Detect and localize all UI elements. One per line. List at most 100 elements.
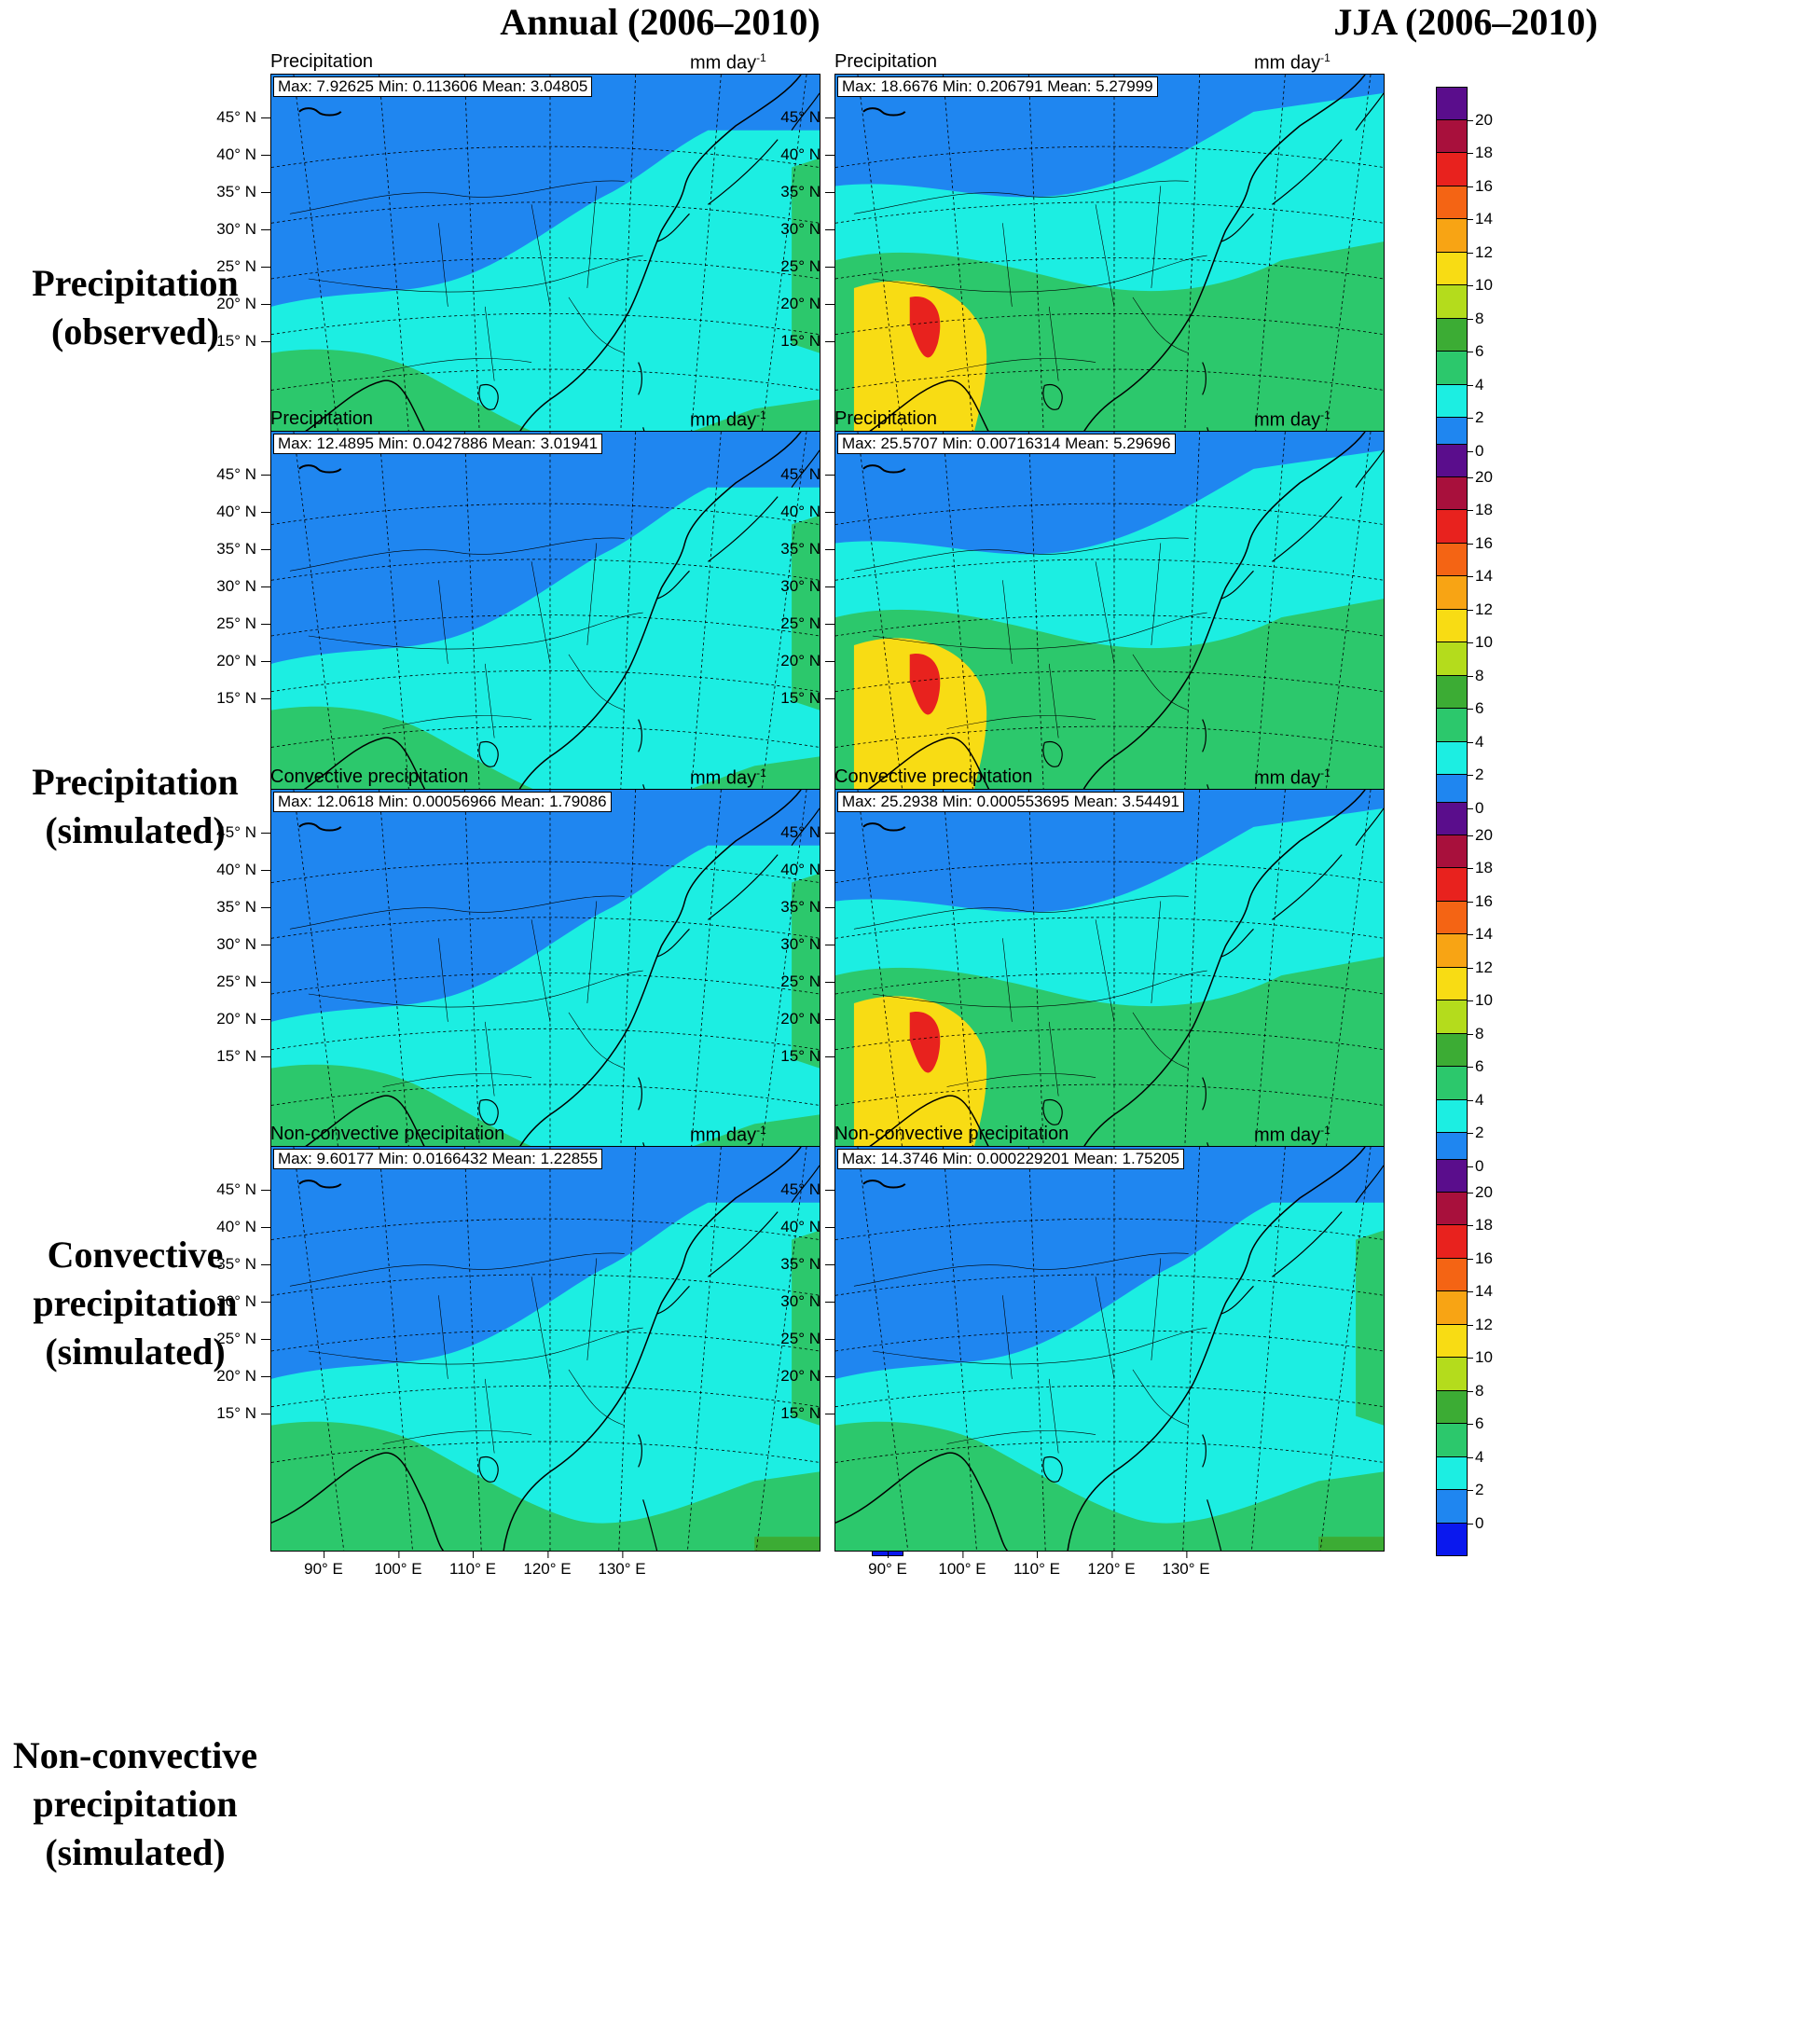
colorbar-label: 10 bbox=[1468, 1348, 1493, 1366]
latitude-label: 15° N bbox=[200, 689, 270, 708]
latitude-label: 40° N bbox=[200, 145, 270, 164]
graticule bbox=[271, 432, 820, 835]
latitude-gridline bbox=[271, 1274, 820, 1296]
panel-units: mm day-1 bbox=[1254, 408, 1331, 432]
latitude-gridline bbox=[835, 861, 1384, 883]
longitude-gridline bbox=[755, 790, 807, 1193]
latitude-label: 35° N bbox=[200, 183, 270, 201]
colorbar bbox=[1436, 1159, 1468, 1556]
longitude-gridline bbox=[1027, 790, 1046, 1193]
panel-units: mm day-1 bbox=[1254, 1124, 1331, 1147]
longitude-gridline bbox=[687, 1147, 722, 1551]
units-exponent: -1 bbox=[756, 408, 766, 421]
colorbar-segment bbox=[1436, 642, 1468, 676]
colorbar-segment bbox=[1436, 510, 1468, 544]
colorbar-segment bbox=[1436, 576, 1468, 610]
precip-band-3 bbox=[792, 515, 820, 711]
precip-band-3 bbox=[792, 873, 820, 1069]
colorbar-segment bbox=[1436, 609, 1468, 642]
graticule bbox=[271, 1147, 820, 1551]
colorbar-label: 18 bbox=[1468, 144, 1493, 161]
colorbar-label: 18 bbox=[1468, 501, 1493, 518]
colorbar-label: 12 bbox=[1468, 242, 1493, 261]
longitude-gridline bbox=[463, 1147, 482, 1551]
row-label-non-convective: Non-convective precipitation (simulated) bbox=[12, 1734, 258, 1873]
longitude-gridline bbox=[1251, 432, 1286, 835]
units-exponent: -1 bbox=[756, 766, 766, 780]
graticule bbox=[835, 1147, 1384, 1551]
latitude-label: 40° N bbox=[765, 1218, 834, 1236]
colorbar bbox=[1436, 802, 1468, 1199]
latitude-gridline bbox=[271, 145, 820, 168]
latitude-gridline bbox=[835, 1274, 1384, 1296]
latitude-gridline bbox=[835, 145, 1384, 168]
map-field bbox=[835, 75, 1384, 478]
column-header-annual: Annual (2006–2010) bbox=[500, 1, 820, 43]
panel-stats: Max: 14.3746 Min: 0.000229201 Mean: 1.75… bbox=[837, 1149, 1184, 1169]
panel-units: mm day-1 bbox=[1254, 766, 1331, 790]
colorbar-label: 2 bbox=[1467, 408, 1484, 426]
colorbar-label: 10 bbox=[1468, 991, 1493, 1009]
latitude-gridline bbox=[271, 257, 820, 280]
colorbar-label: 10 bbox=[1468, 276, 1493, 294]
map-field bbox=[835, 790, 1384, 1193]
colorbar-segment bbox=[1436, 1490, 1468, 1524]
latitude-gridline bbox=[271, 1441, 820, 1463]
units-label: mm day bbox=[690, 409, 757, 431]
colorbar-label: 0 bbox=[1467, 1156, 1484, 1175]
latitude-gridline bbox=[835, 503, 1384, 525]
latitude-label: 45° N bbox=[765, 465, 834, 484]
colorbar-segment bbox=[1436, 1258, 1468, 1291]
colorbar-segment bbox=[1436, 444, 1468, 477]
latitude-label: 30° N bbox=[200, 220, 270, 239]
latitude-gridline bbox=[835, 614, 1384, 637]
longitude-gridline bbox=[618, 75, 637, 478]
latitude-label: 35° N bbox=[765, 540, 834, 559]
colorbar-label: 10 bbox=[1468, 633, 1493, 651]
graticule bbox=[835, 75, 1384, 478]
colorbar-label: 4 bbox=[1467, 732, 1484, 751]
colorbar-segment bbox=[1436, 901, 1468, 934]
latitude-gridline bbox=[835, 1385, 1384, 1408]
latitude-gridline bbox=[835, 1028, 1384, 1051]
row-label-observed: Precipitation (observed) bbox=[32, 262, 239, 352]
latitude-label: 25° N bbox=[200, 614, 270, 633]
latitude-gridline bbox=[271, 973, 820, 995]
longitude-gridline bbox=[1027, 1147, 1046, 1551]
row-label-simulated: Precipitation (simulated) bbox=[32, 761, 239, 851]
colorbar-label: 14 bbox=[1468, 925, 1493, 943]
colorbar-label: 6 bbox=[1467, 342, 1484, 360]
colorbar-segment bbox=[1436, 1067, 1468, 1100]
longitude-gridline bbox=[618, 432, 637, 835]
precipitation-map: Max: 7.92625 Min: 0.113606 Mean: 3.04805 bbox=[270, 74, 820, 479]
panel-title: Precipitation bbox=[834, 51, 938, 72]
colorbar-segment bbox=[1436, 476, 1468, 510]
colorbar bbox=[1436, 444, 1468, 841]
latitude-gridline bbox=[271, 503, 820, 525]
longitude-gridline bbox=[687, 432, 722, 835]
longitude-gridline bbox=[857, 432, 909, 835]
units-label: mm day bbox=[1254, 1124, 1321, 1146]
longitude-label: 110° E bbox=[449, 1551, 496, 1578]
latitude-gridline bbox=[271, 559, 820, 581]
latitude-gridline bbox=[835, 1083, 1384, 1106]
precipitation-map: Max: 14.3746 Min: 0.000229201 Mean: 1.75… bbox=[834, 1146, 1385, 1552]
longitude-gridline bbox=[857, 790, 909, 1193]
latitude-gridline bbox=[835, 1441, 1384, 1463]
colorbar-label: 8 bbox=[1467, 666, 1484, 684]
latitude-gridline bbox=[271, 1218, 820, 1240]
colorbar-label: 20 bbox=[1468, 825, 1493, 844]
latitude-gridline bbox=[271, 614, 820, 637]
precip-band-4 bbox=[909, 1011, 941, 1073]
longitude-gridline bbox=[1319, 790, 1372, 1193]
panel-units: mm day-1 bbox=[690, 51, 766, 75]
longitude-label: 130° E bbox=[598, 1551, 646, 1578]
colorbar-segment bbox=[1436, 802, 1468, 835]
latitude-label: 30° N bbox=[200, 935, 270, 954]
precip-band-3 bbox=[792, 158, 820, 353]
latitude-label: 20° N bbox=[765, 1367, 834, 1386]
latitude-label: 30° N bbox=[765, 220, 834, 239]
colorbar-segment bbox=[1436, 119, 1468, 153]
longitude-gridline bbox=[687, 790, 722, 1193]
colorbar-segment bbox=[1436, 1523, 1468, 1556]
